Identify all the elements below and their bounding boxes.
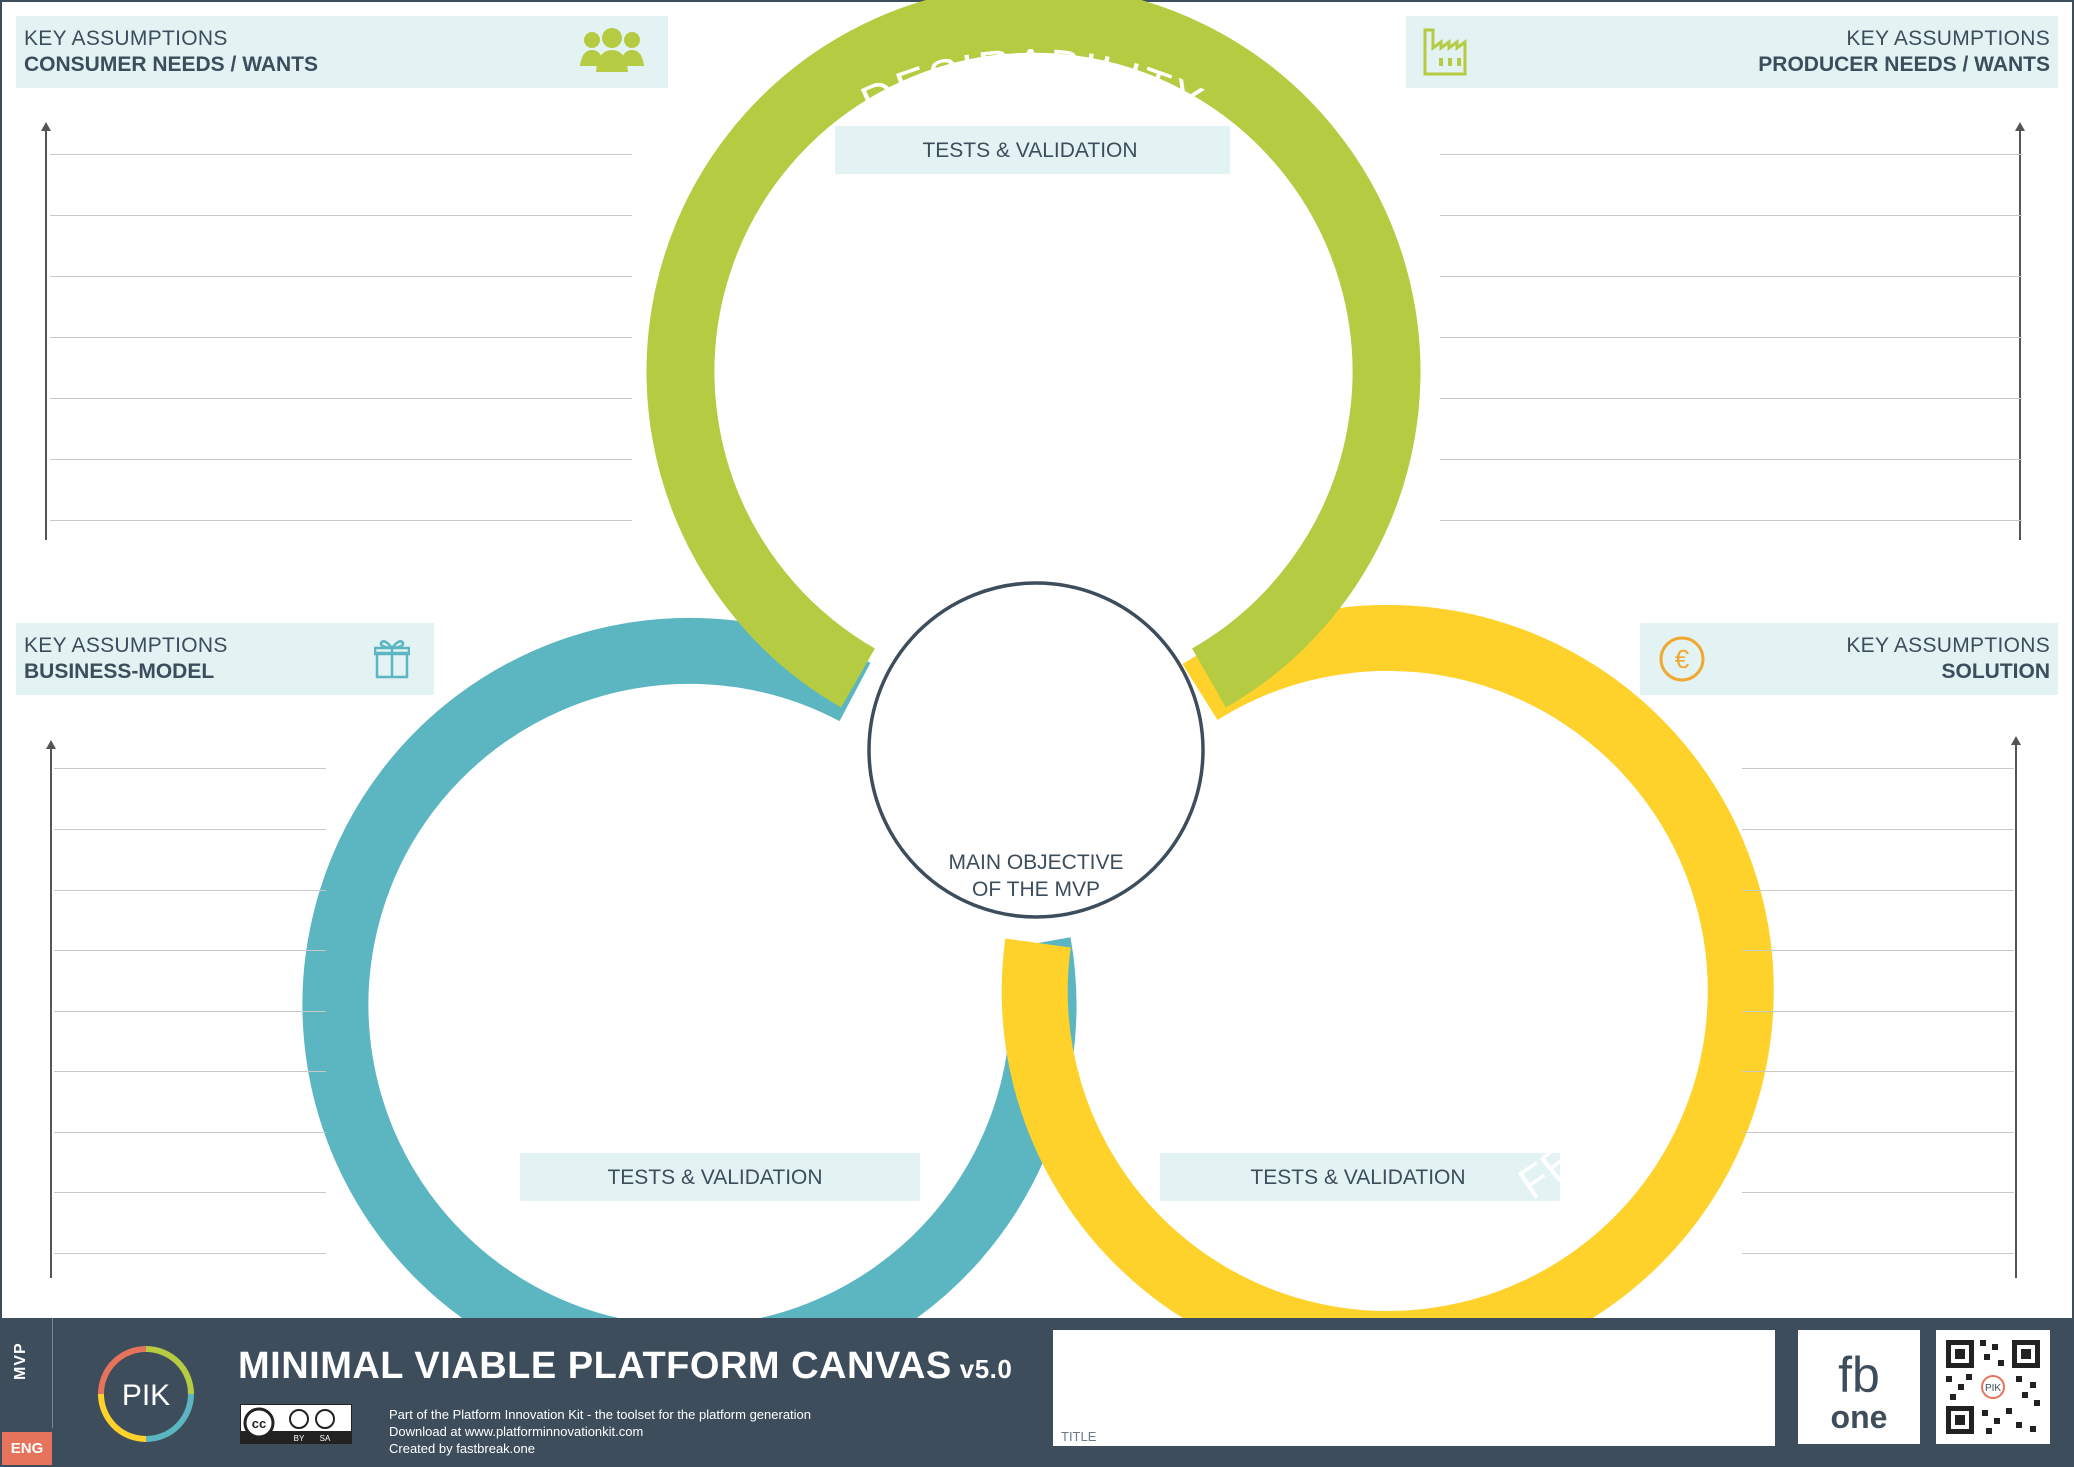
canvas-title-text: MINIMAL VIABLE PLATFORM CANVAS: [238, 1345, 952, 1387]
factory-icon: [1423, 28, 1467, 76]
feasibility-ring: [1001, 604, 1774, 1318]
canvas-version: v5.0: [959, 1354, 1013, 1384]
euro-icon: €: [1659, 636, 1705, 682]
business-axis: [46, 740, 56, 1278]
solution-axis: [2011, 736, 2021, 1278]
svg-text:SA: SA: [320, 1434, 331, 1443]
svg-text:PIK: PIK: [122, 1379, 170, 1412]
consumer-lines[interactable]: [50, 154, 632, 524]
desirability-ring: [646, 0, 1421, 708]
viability-tests-label: TESTS & VALIDATION: [607, 1166, 822, 1189]
main-objective-line1: MAIN OBJECTIVE: [948, 851, 1123, 874]
qr-code[interactable]: PIK: [1936, 1330, 2050, 1444]
business-lines[interactable]: [54, 768, 326, 1258]
main-objective-circle[interactable]: [867, 581, 1205, 919]
svg-text:€: €: [1675, 644, 1690, 674]
footer-info-line1: Part of the Platform Innovation Kit - th…: [389, 1407, 812, 1422]
producer-header-line2: PRODUCER NEEDS / WANTS: [1758, 53, 2050, 76]
svg-text:one: one: [1831, 1399, 1888, 1435]
venn-diagram: TESTS & VALIDATION TESTS & VALIDATION TE…: [302, 0, 1774, 1318]
solution-lines[interactable]: [1742, 768, 2014, 1258]
solution-header-line1: KEY ASSUMPTIONS: [1846, 634, 2050, 657]
solution-header-line2: SOLUTION: [1941, 660, 2051, 683]
svg-text:PIK: PIK: [1985, 1383, 2001, 1394]
producer-header-line1: KEY ASSUMPTIONS: [1846, 27, 2050, 50]
consumer-assumptions-header: KEY ASSUMPTIONS CONSUMER NEEDS / WANTS: [16, 16, 668, 88]
viability-tests-band: [520, 1153, 920, 1201]
people-icon: [580, 28, 644, 72]
desirability-tests-label: TESTS & VALIDATION: [922, 139, 1137, 162]
producer-axis: [2015, 122, 2025, 540]
feasibility-tests-band: [1160, 1153, 1560, 1201]
fastbreak-logo: fb one: [1798, 1330, 1920, 1444]
mvp-tag-label: MVP: [12, 1342, 29, 1380]
footer-bar: MVP ENG PIK MINIMAL VIABLE PLATFORM CANV…: [2, 1318, 2072, 1465]
consumer-header-line2: CONSUMER NEEDS / WANTS: [24, 53, 319, 76]
solution-assumptions-header: KEY ASSUMPTIONS SOLUTION €: [1640, 623, 2058, 695]
business-header-line1: KEY ASSUMPTIONS: [24, 634, 228, 657]
language-badge[interactable]: ENG: [2, 1432, 52, 1465]
svg-text:cc: cc: [252, 1416, 266, 1431]
title-field[interactable]: TITLE: [1053, 1330, 1775, 1446]
producer-lines[interactable]: [1440, 154, 2022, 524]
feasibility-tests-label: TESTS & VALIDATION: [1250, 1166, 1465, 1189]
gift-icon: [374, 640, 410, 679]
canvas-title: MINIMAL VIABLE PLATFORM CANVAS v5.0: [238, 1345, 1012, 1388]
footer-info-line3[interactable]: Created by fastbreak.one: [389, 1441, 535, 1456]
mvp-tag: MVP: [2, 1318, 53, 1428]
footer-info-line2[interactable]: Download at www.platforminnovationkit.co…: [389, 1424, 644, 1439]
svg-text:BY: BY: [294, 1434, 305, 1443]
business-model-assumptions-header: KEY ASSUMPTIONS BUSINESS-MODEL: [16, 623, 434, 695]
desirability-tests-band: [835, 126, 1230, 174]
business-header-line2: BUSINESS-MODEL: [24, 660, 215, 683]
pik-logo: PIK: [98, 1346, 194, 1442]
producer-assumptions-header: KEY ASSUMPTIONS PRODUCER NEEDS / WANTS: [1406, 16, 2058, 88]
viability-ring: [302, 617, 1077, 1318]
title-field-label: TITLE: [1061, 1429, 1097, 1444]
consumer-header-line1: KEY ASSUMPTIONS: [24, 27, 228, 50]
footer-info: Part of the Platform Innovation Kit - th…: [389, 1406, 811, 1457]
consumer-axis: [41, 122, 51, 540]
main-objective-line2: OF THE MVP: [972, 878, 1100, 901]
cc-license-badge[interactable]: cc BY SA: [240, 1404, 352, 1444]
svg-text:fb: fb: [1838, 1347, 1880, 1403]
